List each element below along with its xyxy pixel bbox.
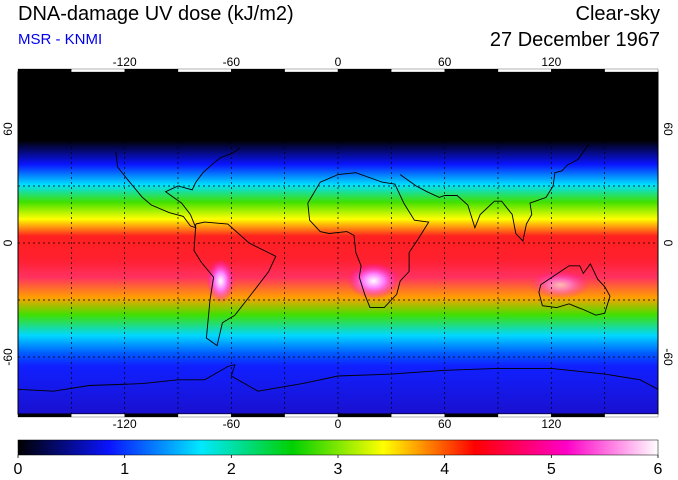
frame-segment bbox=[497, 68, 552, 73]
lat-tick-label-right: 60 bbox=[661, 122, 675, 136]
frame-segment bbox=[337, 413, 392, 418]
australia-coast bbox=[538, 263, 611, 316]
frame-segment bbox=[337, 68, 392, 73]
lon-tick-label-top: -120 bbox=[113, 55, 137, 69]
frame-segment bbox=[604, 68, 659, 73]
frame-segment bbox=[177, 68, 232, 73]
frame-segment bbox=[604, 413, 659, 418]
frame-segment bbox=[444, 413, 499, 418]
colorbar-label: 6 bbox=[654, 461, 663, 478]
colorbar-label: 5 bbox=[547, 461, 556, 478]
sky-condition-label: Clear-sky bbox=[575, 3, 660, 25]
lon-tick-label-top: 0 bbox=[335, 55, 342, 69]
lon-tick-label-bottom: 0 bbox=[335, 417, 342, 431]
colorbar-label: 1 bbox=[120, 461, 129, 478]
frame-segment bbox=[444, 68, 499, 73]
map-title: DNA-damage UV dose (kJ/m2) bbox=[18, 3, 294, 25]
lon-tick-label-bottom: -60 bbox=[223, 417, 241, 431]
lat-tick-label-right: -60 bbox=[661, 348, 675, 366]
lon-tick-label-bottom: 120 bbox=[541, 417, 561, 431]
source-label: MSR - KNMI bbox=[18, 31, 103, 48]
north-america-coast bbox=[115, 147, 241, 229]
lon-tick-label-top: -60 bbox=[223, 55, 241, 69]
africa-coast bbox=[307, 172, 430, 309]
frame-segment bbox=[124, 68, 179, 73]
hotspot-andes bbox=[206, 259, 235, 303]
colorbar-label: 3 bbox=[334, 461, 343, 478]
south-america-coast bbox=[193, 221, 277, 347]
frame-segment bbox=[17, 413, 72, 418]
frame-segment bbox=[17, 68, 72, 73]
asia-coast bbox=[399, 143, 590, 243]
lat-tick-label-left: 60 bbox=[1, 122, 15, 136]
frame-segment bbox=[551, 68, 605, 73]
frame-segment bbox=[284, 68, 339, 73]
colorbar bbox=[17, 439, 659, 456]
lon-tick-label-top: 60 bbox=[438, 55, 452, 69]
frame-segment bbox=[71, 68, 125, 73]
lon-tick-label-top: 120 bbox=[541, 55, 561, 69]
frame-segment bbox=[391, 68, 445, 73]
lat-tick-label-right: 0 bbox=[661, 240, 675, 247]
frame-segment bbox=[391, 413, 445, 418]
date-label: 27 December 1967 bbox=[489, 29, 660, 51]
hotspot-southern-africa bbox=[347, 263, 400, 299]
lon-tick-label-bottom: 60 bbox=[438, 417, 452, 431]
lat-tick-label-left: 0 bbox=[1, 239, 15, 246]
frame-segment bbox=[284, 413, 339, 418]
colorbar-label: 2 bbox=[227, 461, 236, 478]
colorbar-label: 0 bbox=[14, 461, 23, 478]
lat-tick-label-left: -60 bbox=[1, 348, 15, 366]
hotspot-australia bbox=[530, 270, 591, 299]
lon-tick-label-bottom: -120 bbox=[113, 417, 137, 431]
colorbar-label: 4 bbox=[440, 461, 449, 478]
frame-segment bbox=[231, 68, 285, 73]
